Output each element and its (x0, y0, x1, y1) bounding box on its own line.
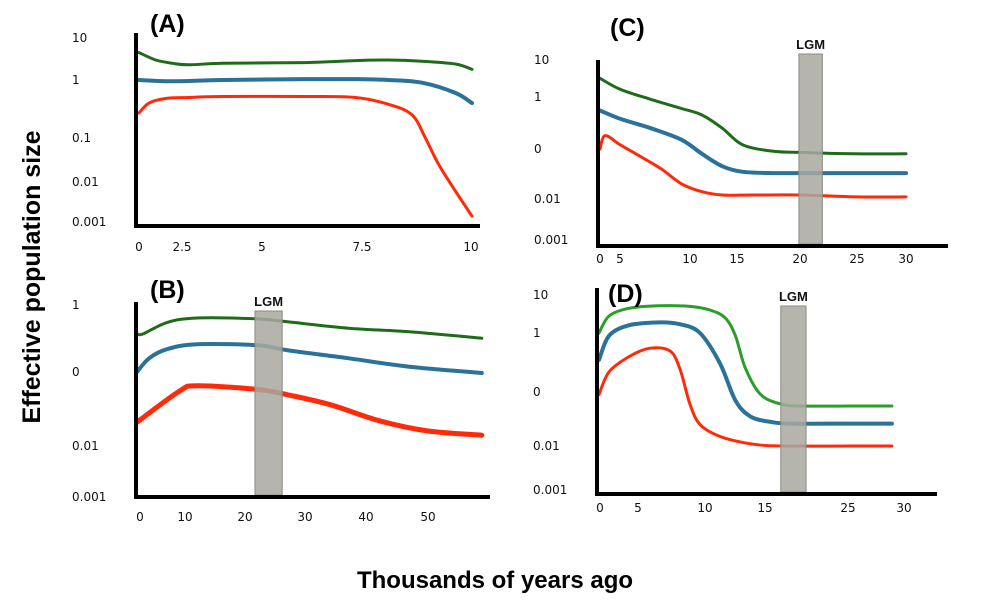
y-tick-label: 0.001 (72, 215, 106, 229)
panel-label: (B) (150, 276, 185, 304)
series-line-green (597, 304, 894, 408)
y-tick-label: 0 (534, 142, 542, 156)
series-line-blue (137, 77, 474, 106)
x-tick-label: 20 (237, 510, 252, 524)
x-tick-label: 30 (297, 510, 312, 524)
series-line-red (598, 134, 908, 199)
y-tick-label: 0.1 (72, 131, 91, 145)
series-line-red (134, 383, 485, 438)
x-tick-label: 0 (136, 510, 144, 524)
y-tick-label: 0.01 (72, 175, 99, 189)
x-tick-label: 10 (463, 240, 478, 254)
y-tick-label: 1 (534, 90, 542, 104)
x-tick-label: 40 (358, 510, 373, 524)
y-tick-label: 10 (533, 288, 548, 302)
x-tick-label: 0 (596, 501, 604, 515)
lgm-band (780, 305, 807, 493)
x-tick-label: 25 (840, 501, 855, 515)
lgm-band (254, 310, 283, 496)
panel-label: (C) (610, 14, 645, 42)
x-tick-label: 0 (135, 240, 143, 254)
x-tick-label: 30 (898, 252, 913, 266)
series-line-green (135, 316, 484, 340)
x-tick-label: 20 (792, 252, 807, 266)
y-tick-label: 10 (72, 31, 87, 45)
lgm-band (798, 53, 823, 245)
y-tick-label: 10 (534, 53, 549, 67)
x-tick-label: 5 (258, 240, 266, 254)
y-tick-label: 1 (533, 326, 541, 340)
x-tick-label: 2.5 (172, 240, 191, 254)
y-tick-label: 0.001 (72, 490, 106, 504)
x-tick-label: 7.5 (352, 240, 371, 254)
x-tick-label: 5 (616, 252, 624, 266)
y-tick-label: 0.001 (533, 483, 567, 497)
x-tick-label: 25 (849, 252, 864, 266)
x-tick-label: 0 (596, 252, 604, 266)
axes (595, 288, 937, 496)
x-tick-label: 5 (634, 501, 642, 515)
y-axis-title: Effective population size (18, 130, 46, 423)
x-tick-label: 50 (420, 510, 435, 524)
series-line-green (137, 51, 474, 71)
y-tick-label: 0.01 (72, 439, 99, 453)
lgm-label: LGM (779, 289, 808, 304)
y-tick-label: 0.001 (534, 233, 568, 247)
axes (134, 33, 480, 228)
x-tick-label: 10 (682, 252, 697, 266)
series-line-green (598, 76, 908, 156)
series-line-blue (597, 320, 894, 426)
series-line-blue (598, 108, 908, 176)
x-tick-label: 15 (729, 252, 744, 266)
panel-label: (A) (150, 10, 185, 38)
series-line-blue (135, 341, 484, 375)
y-tick-label: 0.01 (534, 192, 561, 206)
x-tick-label: 30 (896, 501, 911, 515)
lgm-label: LGM (254, 294, 283, 309)
lgm-label: LGM (796, 37, 825, 52)
series-line-red (137, 94, 474, 218)
y-tick-label: 1 (72, 298, 80, 312)
x-tick-label: 10 (177, 510, 192, 524)
x-axis-title: Thousands of years ago (357, 567, 633, 594)
panel-a: (A) 10 1 0.1 0.01 0.001 0 2.5 5 7.5 10 (72, 10, 480, 254)
series-line-red (597, 346, 894, 448)
y-tick-label: 0 (72, 365, 80, 379)
panel-label: (D) (608, 280, 643, 308)
y-tick-label: 0.01 (533, 439, 560, 453)
x-tick-label: 15 (757, 501, 772, 515)
y-tick-label: 0 (533, 385, 541, 399)
axes (134, 302, 490, 499)
axes (596, 60, 948, 248)
y-tick-label: 1 (72, 73, 80, 87)
x-tick-label: 10 (697, 501, 712, 515)
